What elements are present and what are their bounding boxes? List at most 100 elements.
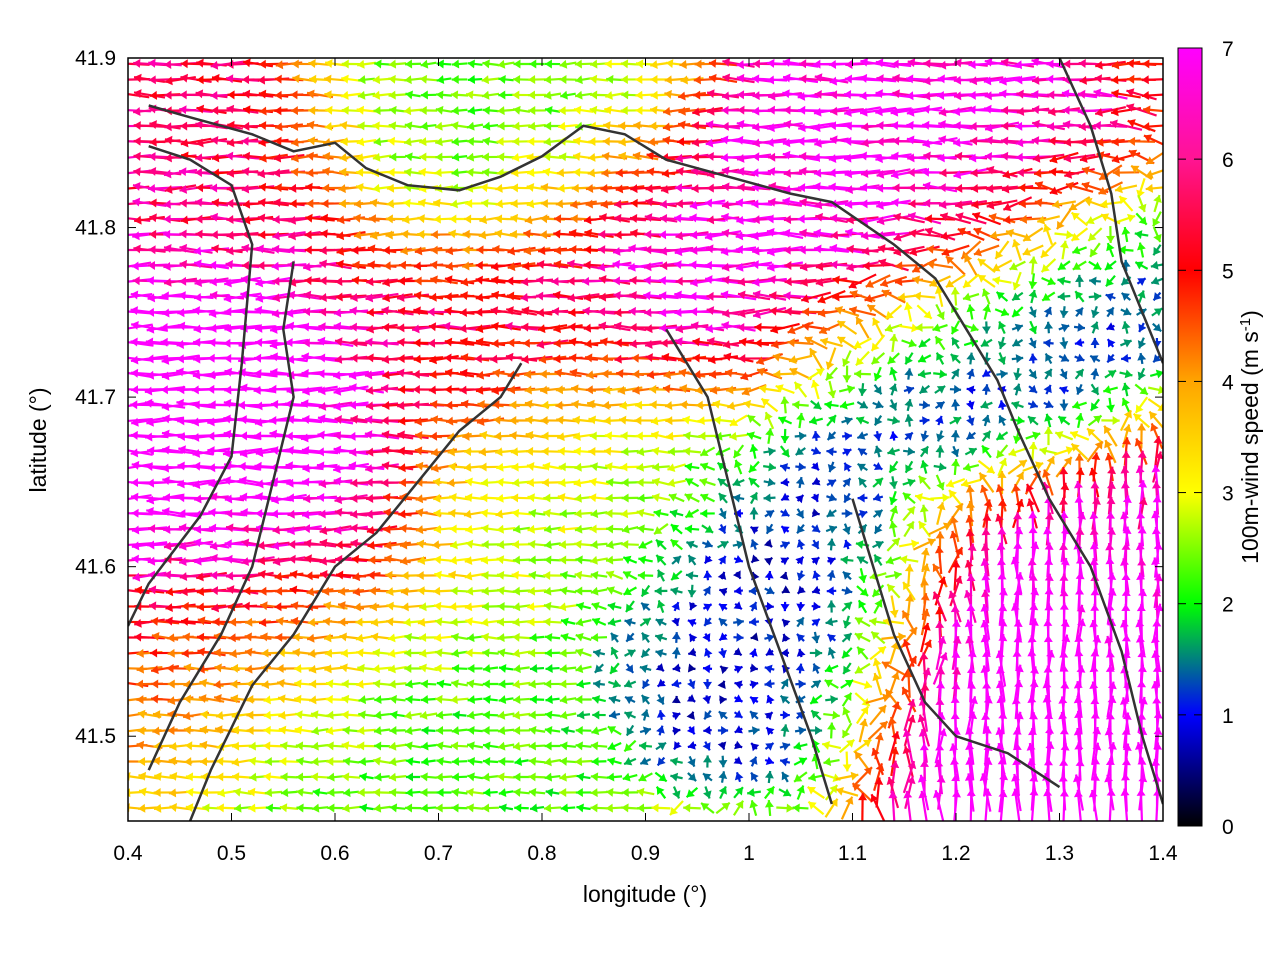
wind-vector-head: [528, 75, 536, 85]
wind-vector: [860, 58, 896, 69]
wind-vector-head: [303, 307, 311, 317]
wind-vector-head: [387, 136, 396, 146]
wind-vector-head: [553, 338, 561, 348]
wind-vector-head: [538, 354, 547, 364]
wind-vector-head: [130, 290, 139, 300]
wind-vector-head: [926, 244, 934, 254]
wind-vector-head: [497, 152, 505, 162]
wind-vector: [980, 338, 993, 348]
wind-vector-head: [708, 58, 717, 68]
wind-vector-head: [751, 260, 759, 270]
wind-vector-head: [429, 370, 437, 380]
wind-vector: [559, 74, 577, 84]
wind-vector-head: [969, 121, 977, 131]
wind-vector: [434, 168, 454, 178]
wind-vector: [481, 75, 500, 85]
wind-vector: [560, 90, 576, 100]
wind-vector: [1054, 230, 1074, 240]
wind-vector: [825, 366, 838, 382]
wind-vector: [888, 383, 898, 396]
wind-vector: [949, 384, 962, 394]
wind-vector-head: [691, 121, 700, 131]
wind-vector-head: [374, 59, 382, 69]
wind-vector: [1011, 338, 1024, 347]
wind-vector-head: [144, 398, 153, 408]
wind-vector-head: [692, 353, 700, 363]
wind-vector-head: [706, 215, 715, 225]
wind-vector: [497, 152, 515, 162]
wind-vector-head: [621, 90, 629, 100]
wind-vector: [1074, 353, 1085, 363]
wind-vector: [920, 430, 930, 442]
wind-vector-head: [191, 432, 200, 442]
wind-vector-head: [413, 291, 422, 300]
wind-vector: [133, 89, 166, 99]
wind-vector: [466, 152, 484, 162]
wind-vector-head: [1048, 107, 1056, 117]
wind-vector: [764, 411, 775, 430]
wind-vector-head: [341, 74, 349, 84]
wind-vector-head: [662, 122, 671, 132]
wind-vector-head: [650, 90, 658, 100]
wind-vector-head: [405, 90, 414, 100]
wind-vector-head: [1111, 60, 1120, 70]
wind-vector: [435, 152, 453, 162]
wind-vector-head: [968, 105, 976, 115]
wind-vector-head: [130, 337, 138, 347]
wind-vector-head: [737, 105, 745, 115]
wind-vector-head: [666, 431, 674, 441]
wind-vector-head: [1136, 242, 1146, 251]
wind-vector-head: [427, 338, 436, 348]
wind-vector-head: [195, 214, 203, 224]
wind-vector: [1142, 122, 1163, 132]
wind-vector: [1152, 211, 1162, 227]
wind-vector: [904, 398, 914, 412]
wind-vector-head: [650, 105, 658, 115]
wind-vector: [387, 136, 408, 146]
wind-vector: [341, 105, 361, 115]
wind-vector-head: [389, 152, 397, 162]
wind-vector-head: [813, 182, 821, 192]
wind-vector-head: [133, 121, 141, 131]
wind-vector-head: [451, 75, 459, 85]
wind-vector: [893, 228, 925, 242]
wind-vector: [842, 350, 852, 367]
wind-vector: [396, 293, 430, 303]
wind-vector-head: [523, 229, 531, 239]
wind-vector-head: [209, 323, 217, 333]
wind-vector: [195, 120, 228, 130]
wind-vector: [1028, 368, 1038, 380]
wind-vector-head: [1121, 382, 1131, 391]
wind-vector-head: [632, 385, 640, 395]
wind-vector-head: [573, 152, 581, 161]
wind-vector: [814, 73, 849, 84]
wind-vector-head: [691, 152, 699, 162]
wind-vector: [1145, 183, 1163, 193]
wind-vector-head: [435, 121, 443, 131]
wind-vector-head: [307, 89, 315, 99]
wind-vector-head: [923, 91, 931, 101]
wind-vector: [1040, 241, 1057, 259]
wind-vector-head: [695, 400, 703, 410]
wind-vector: [460, 277, 490, 287]
wind-vector-head: [133, 58, 141, 68]
wind-vector-head: [191, 385, 199, 395]
wind-vector-head: [585, 199, 593, 209]
wind-vector-head: [601, 168, 609, 178]
wind-vector: [1088, 260, 1102, 271]
wind-vector-head: [635, 90, 643, 100]
wind-vector-head: [571, 183, 579, 193]
wind-vector-head: [149, 137, 157, 147]
wind-vector-head: [574, 59, 582, 69]
wind-vector-head: [540, 385, 548, 395]
wind-vector: [922, 137, 958, 148]
wind-vector-head: [405, 152, 413, 162]
wind-vector-head: [575, 90, 583, 100]
wind-vector-head: [144, 386, 153, 396]
wind-vector: [543, 137, 562, 147]
wind-vector-head: [752, 277, 760, 287]
wind-vector-head: [496, 137, 504, 147]
wind-vector: [1090, 337, 1100, 349]
wind-vector-head: [429, 399, 438, 409]
wind-vector: [349, 306, 384, 316]
